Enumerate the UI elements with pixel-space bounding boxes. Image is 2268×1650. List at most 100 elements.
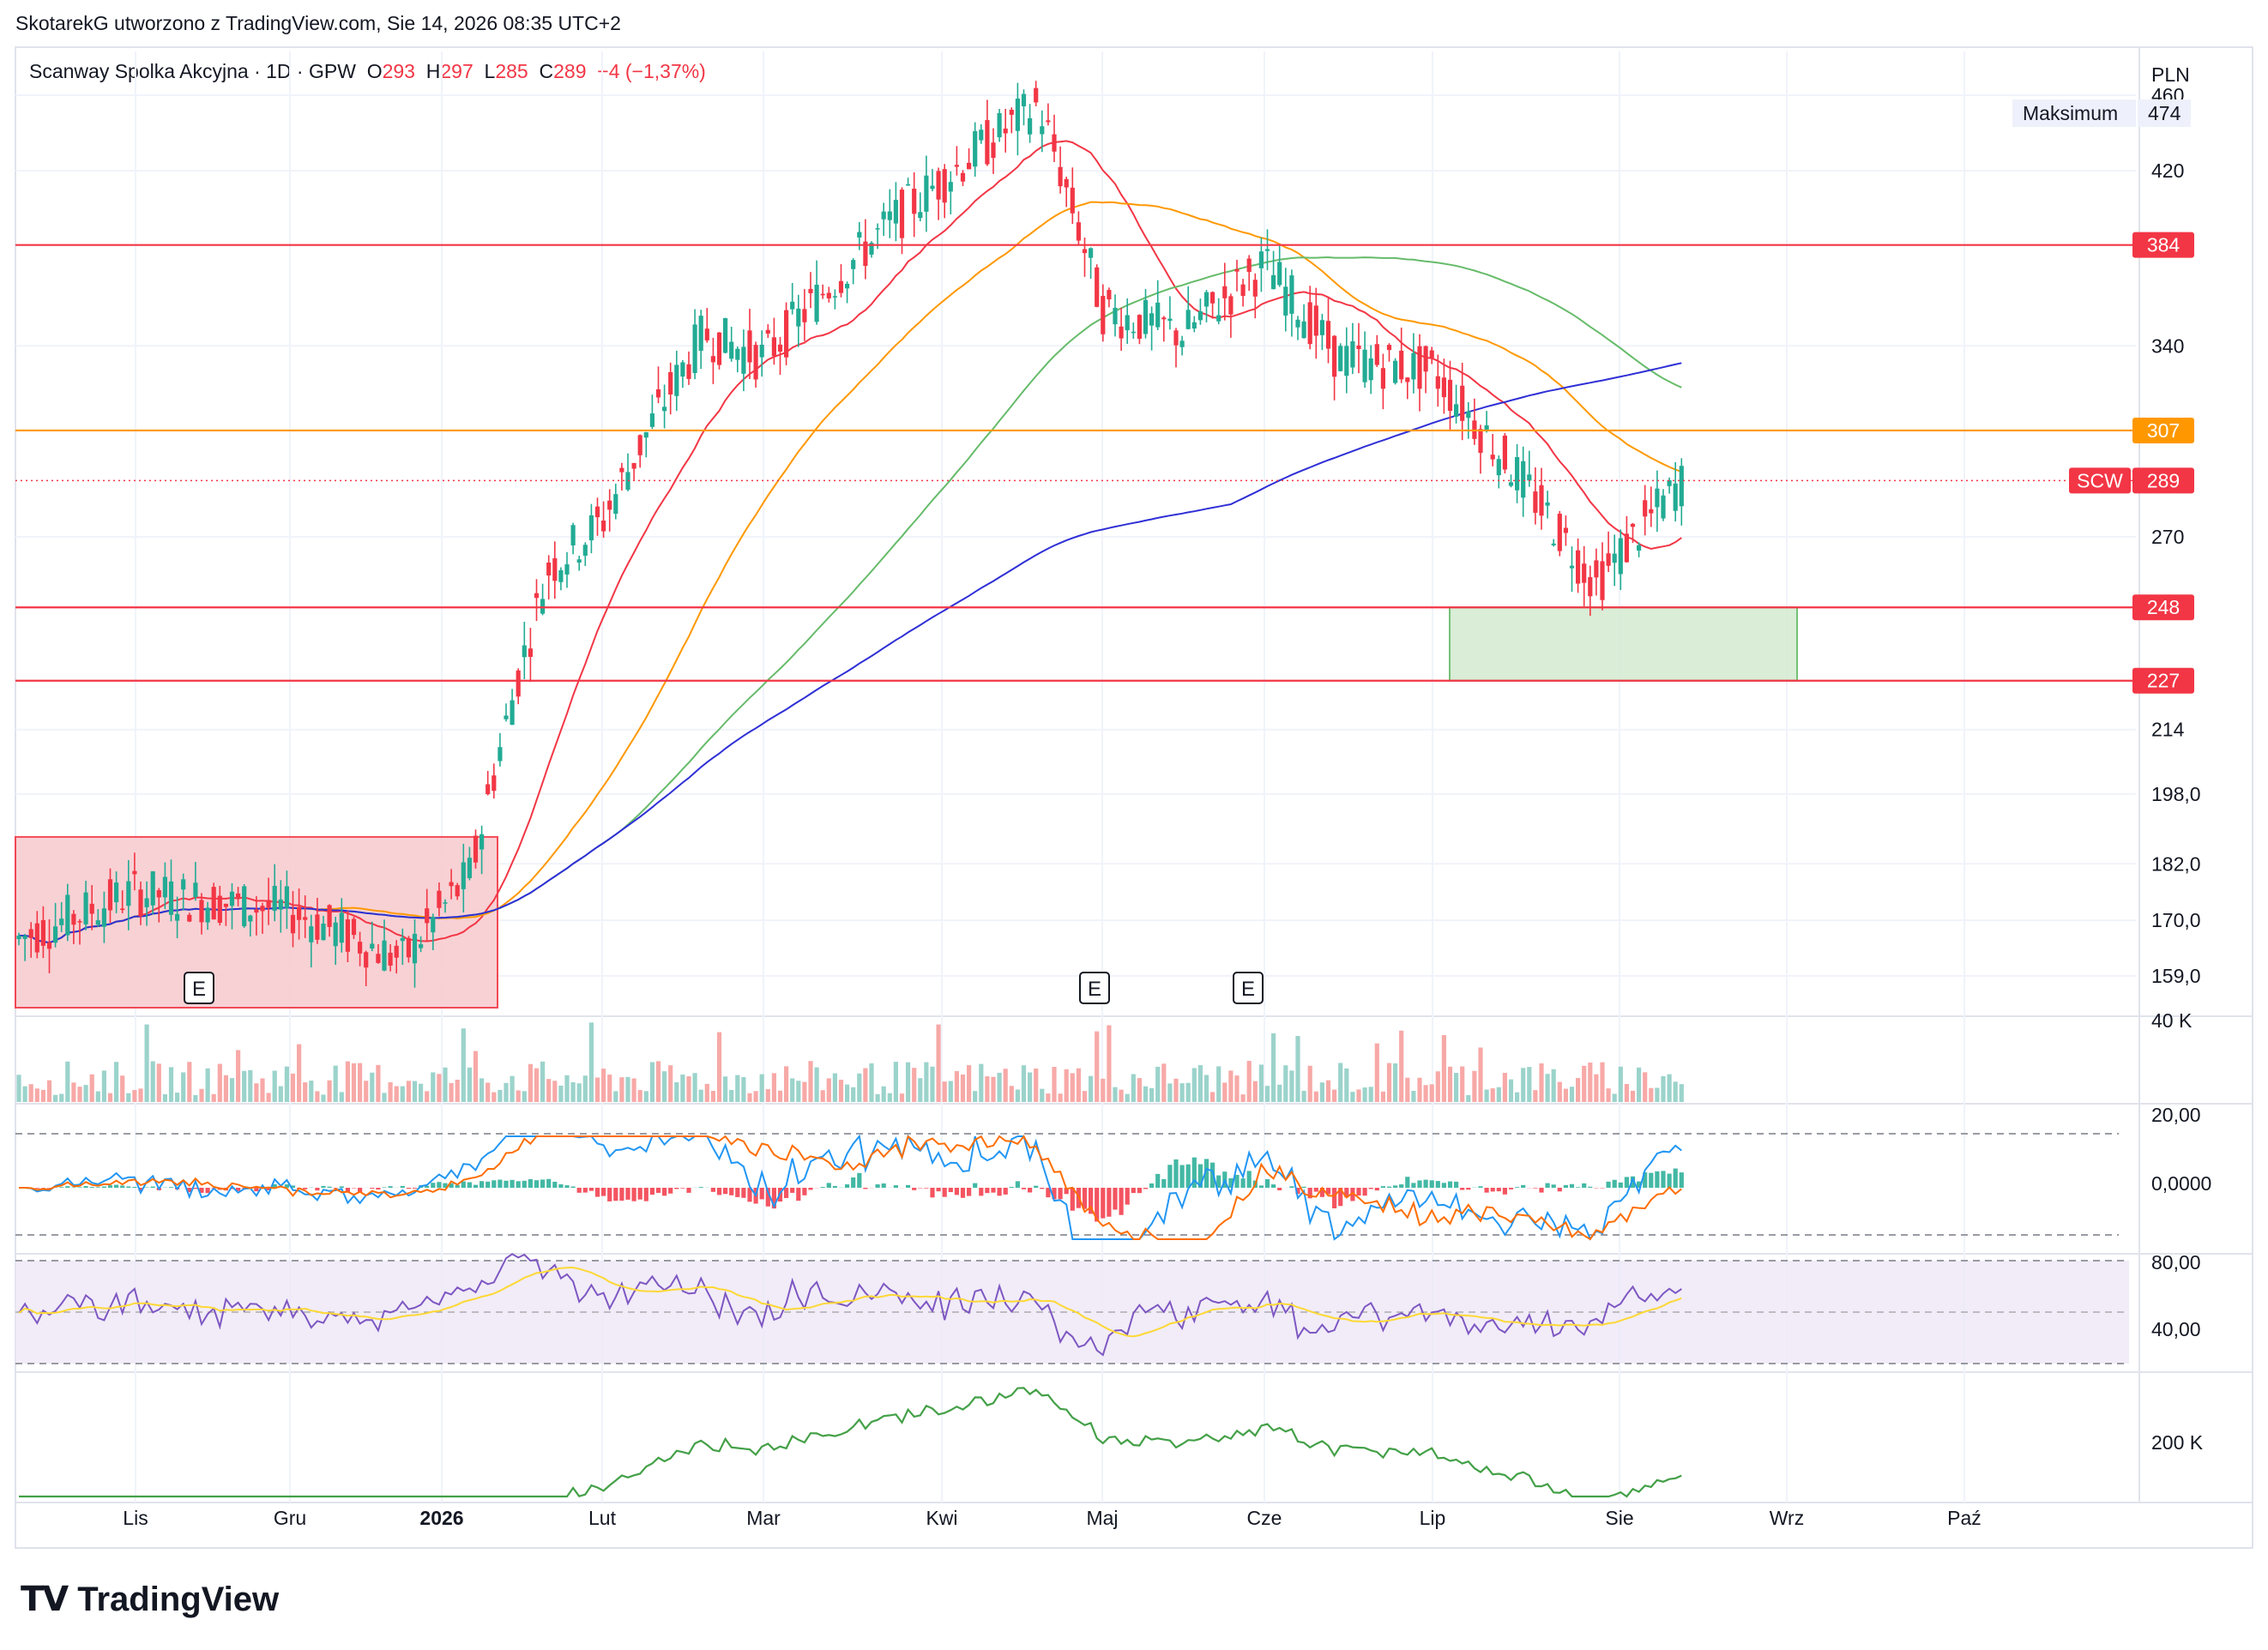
candle-body xyxy=(619,467,624,473)
candle-body xyxy=(181,879,186,890)
time-tick-11: Paź xyxy=(1947,1507,1981,1529)
candle-body xyxy=(522,645,527,658)
volume-bar xyxy=(1125,1093,1130,1102)
macd-hist-bar xyxy=(967,1188,972,1196)
macd-hist-bar xyxy=(1240,1178,1246,1188)
volume-bar xyxy=(266,1093,271,1102)
macd-hist-bar xyxy=(973,1183,978,1188)
candle-body xyxy=(1149,313,1155,326)
candle-body xyxy=(1082,249,1088,254)
time-tick-9: Sie xyxy=(1605,1507,1633,1529)
volume-bar xyxy=(382,1093,387,1102)
candle-body xyxy=(777,344,783,352)
volume-bar xyxy=(820,1090,825,1102)
volume-bar xyxy=(802,1081,807,1102)
volume-bar xyxy=(735,1075,740,1102)
macd-hist-bar xyxy=(954,1188,959,1195)
price-axis[interactable]: 460420340270214198,0182,0170,0159,0PLNMa… xyxy=(2012,63,2211,1454)
tradingview-logo[interactable]: TV TradingView xyxy=(21,1580,279,1619)
candle-body xyxy=(704,328,709,340)
candle-body xyxy=(1362,349,1367,382)
volume-bar xyxy=(1258,1064,1264,1102)
macd-hist-bar xyxy=(1405,1177,1410,1188)
ma-20-line xyxy=(18,140,1682,944)
volume-bar xyxy=(1107,1025,1112,1102)
macd-hist-bar xyxy=(1143,1188,1149,1189)
volume-bar xyxy=(1582,1065,1587,1102)
candle-body xyxy=(1034,87,1039,103)
volume-bar xyxy=(1515,1092,1520,1102)
volume-bar xyxy=(1508,1079,1514,1102)
volume-bar xyxy=(1113,1087,1118,1102)
candle-body xyxy=(1496,459,1501,476)
candle-body xyxy=(187,914,192,922)
volume-bar xyxy=(1058,1093,1063,1102)
candle-body xyxy=(388,952,393,966)
volume-bar xyxy=(449,1082,454,1102)
macd-hist-bar xyxy=(1155,1173,1161,1188)
macd-hist-bar xyxy=(1429,1180,1434,1188)
volume-pane xyxy=(16,1022,1684,1102)
volume-bar xyxy=(473,1051,479,1102)
volume-bar xyxy=(1545,1074,1550,1102)
macd-hist-bar xyxy=(796,1188,801,1201)
candle-body xyxy=(46,942,52,949)
level-tag-248 xyxy=(2132,594,2194,621)
time-axis[interactable]: Lis Gru 2026 Lut Mar Kwi Maj Cze Lip Sie Wrz Paź xyxy=(123,1507,1981,1529)
volume-bar xyxy=(826,1078,831,1102)
macd-hist-bar xyxy=(1089,1188,1094,1214)
candle-body xyxy=(771,337,776,357)
candle-body xyxy=(156,890,161,898)
candle-body xyxy=(236,893,241,898)
volume-bar xyxy=(906,1062,911,1102)
candle-body xyxy=(1637,545,1642,551)
volume-bar xyxy=(1576,1077,1581,1102)
volume-bar xyxy=(461,1028,466,1102)
macd-hist-bar xyxy=(473,1184,479,1188)
macd-hist-bar xyxy=(272,1183,277,1188)
volume-bar xyxy=(1021,1065,1027,1102)
volume-bar xyxy=(1301,1091,1306,1102)
volume-bar xyxy=(126,1093,131,1102)
volume-bar xyxy=(1490,1088,1495,1102)
macd-hist-bar xyxy=(1435,1181,1440,1188)
candle-body xyxy=(954,165,959,167)
candle-body xyxy=(1028,117,1033,135)
candle-body xyxy=(1203,292,1209,307)
candle-body xyxy=(1405,377,1410,382)
candle-body xyxy=(1070,187,1075,214)
macd-hist-bar xyxy=(370,1188,375,1189)
candle-body xyxy=(1356,346,1361,349)
volume-bar xyxy=(1240,1094,1246,1102)
macd-hist-bar xyxy=(1113,1188,1118,1210)
candle-body xyxy=(437,890,442,908)
volume-bar xyxy=(297,1044,302,1102)
volume-bar xyxy=(790,1078,795,1102)
candle-body xyxy=(869,243,874,255)
candle-body xyxy=(351,918,357,936)
volume-bar xyxy=(1484,1089,1489,1102)
volume-bar xyxy=(662,1071,667,1102)
rsi-pane xyxy=(15,1253,2129,1364)
macd-hist-bar xyxy=(906,1184,911,1188)
macd-hist-bar xyxy=(1484,1188,1489,1193)
volume-bar xyxy=(199,1088,204,1102)
price-levels: 384 307 248 227 SCW 289 xyxy=(15,232,2194,694)
candle-body xyxy=(272,885,277,912)
macd-hist-bar xyxy=(266,1188,271,1190)
candle-body xyxy=(668,371,673,395)
macd-hist-bar xyxy=(631,1188,636,1201)
volume-bar xyxy=(1191,1068,1197,1102)
volume-bar xyxy=(814,1067,819,1102)
candle-body xyxy=(1679,466,1684,507)
candle-body xyxy=(1167,318,1173,322)
macd-hist-bar xyxy=(358,1188,363,1193)
volume-bar xyxy=(558,1085,564,1102)
volume-bar xyxy=(997,1072,1002,1102)
macd-hist-bar xyxy=(376,1188,381,1190)
macd-hist-bar xyxy=(443,1183,448,1188)
earnings-marker-label-2: E xyxy=(1241,978,1255,1001)
candle-body xyxy=(1417,346,1422,389)
macd-hist-bar xyxy=(1667,1173,1672,1188)
